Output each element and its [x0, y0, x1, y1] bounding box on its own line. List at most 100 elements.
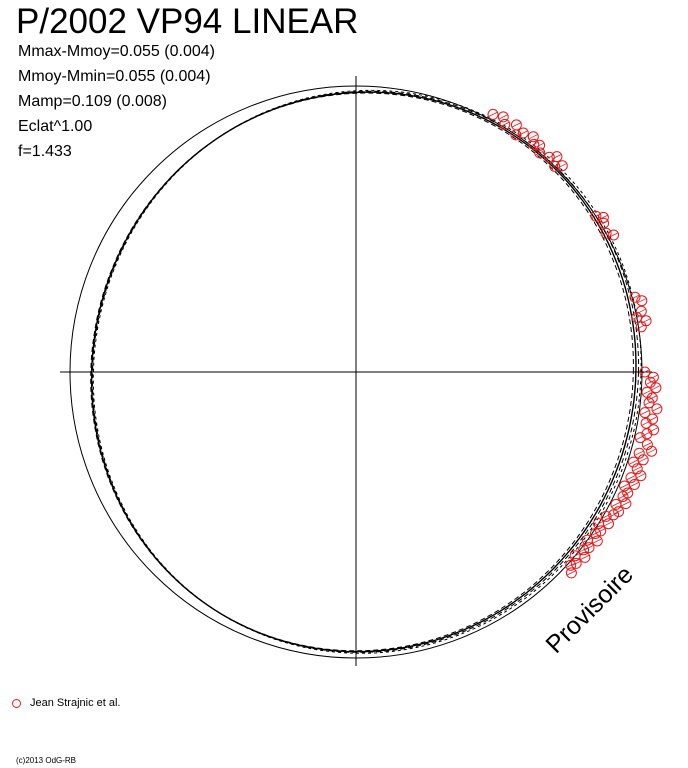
data-point-tick — [594, 521, 603, 526]
stat-mmax-mmoy: Mmax-Mmoy=0.055 (0.004) — [18, 43, 215, 60]
chart-title: P/2002 VP94 LINEAR — [16, 2, 359, 41]
data-point — [497, 111, 509, 123]
data-point-tick — [644, 400, 654, 406]
data-point-tick — [630, 294, 640, 300]
data-point — [598, 217, 610, 229]
data-point — [633, 447, 645, 459]
data-point — [627, 456, 639, 468]
stat-eclat: Eclat^1.00 — [18, 118, 93, 135]
data-point-tick — [648, 395, 657, 401]
data-point-tick — [602, 514, 611, 519]
data-point — [629, 291, 641, 303]
data-point-tick — [500, 122, 509, 127]
data-point — [640, 417, 652, 429]
data-point — [549, 160, 561, 172]
data-point-tick — [640, 410, 650, 415]
data-point-tick — [599, 220, 608, 226]
data-point — [590, 210, 602, 222]
data-point-tick — [637, 324, 646, 330]
data-point-tick — [632, 315, 641, 320]
data-point-tick — [623, 490, 632, 496]
data-point-tick — [618, 494, 628, 499]
data-point-tick — [566, 562, 575, 568]
data-point — [597, 211, 609, 223]
data-point-tick — [614, 509, 623, 514]
data-point — [641, 428, 653, 440]
data-point — [600, 510, 612, 522]
data-point-tick — [649, 374, 658, 380]
data-point — [636, 295, 648, 307]
data-point — [527, 131, 539, 143]
data-point — [569, 550, 581, 562]
data-point — [634, 432, 646, 444]
data-point — [499, 118, 511, 130]
stats-block: Mmax-Mmoy=0.055 (0.004) Mmoy-Mmin=0.055 … — [18, 42, 215, 167]
data-point — [534, 139, 546, 151]
data-point — [639, 366, 651, 378]
data-point-tick — [651, 385, 661, 391]
data-point — [641, 439, 653, 451]
data-point — [487, 108, 499, 120]
data-point-tick — [583, 537, 592, 543]
data-point — [595, 525, 607, 537]
data-point — [647, 413, 659, 425]
data-point — [643, 397, 655, 409]
data-point-tick — [633, 466, 642, 472]
data-point-tick — [570, 553, 580, 559]
stat-frequency: f=1.433 — [18, 143, 72, 160]
data-point-tick — [558, 163, 567, 169]
data-point — [590, 528, 601, 539]
stat-mmoy-mmin: Mmoy-Mmin=0.055 (0.004) — [18, 68, 211, 85]
data-point-tick — [643, 442, 652, 447]
data-point — [583, 542, 595, 554]
data-point-tick — [488, 112, 498, 117]
data-point-tick — [535, 150, 544, 156]
observation-points — [487, 108, 663, 579]
legend-label: Jean Strajnic et al. — [30, 697, 121, 709]
data-point-tick — [591, 531, 600, 536]
data-point — [581, 534, 593, 546]
data-point — [648, 424, 660, 436]
data-point-tick — [552, 154, 562, 159]
data-point — [625, 472, 637, 484]
data-point-tick — [499, 114, 508, 120]
model-curve — [92, 89, 642, 654]
data-point — [510, 129, 522, 141]
data-point — [570, 557, 582, 569]
data-point — [650, 382, 662, 394]
data-point — [635, 321, 647, 333]
data-point-tick — [604, 521, 613, 527]
data-point — [593, 518, 604, 530]
data-point-tick — [579, 547, 588, 553]
data-point — [578, 544, 590, 556]
copyright: (c)2013 OdG-RB — [16, 756, 77, 765]
data-point-tick — [620, 483, 629, 489]
data-point-tick — [593, 538, 602, 544]
data-point — [631, 463, 643, 475]
data-point — [617, 491, 629, 502]
data-point — [565, 559, 577, 571]
data-point-tick — [641, 420, 651, 426]
data-point-tick — [621, 501, 631, 506]
data-point-tick — [535, 142, 544, 148]
data-point-tick — [609, 232, 618, 238]
data-point-tick — [639, 457, 648, 463]
data-point-tick — [630, 482, 639, 487]
data-point-tick — [629, 459, 638, 465]
data-point — [651, 403, 663, 415]
data-point-tick — [584, 545, 594, 550]
data-point-tick — [636, 473, 646, 479]
data-point-tick — [626, 475, 636, 480]
model-curve — [91, 90, 640, 653]
data-point-tick — [529, 134, 538, 140]
data-point-tick — [636, 435, 645, 440]
data-point-tick — [642, 389, 652, 395]
data-point-tick — [529, 142, 538, 147]
legend: Jean Strajnic et al. — [12, 697, 121, 709]
data-point — [565, 567, 577, 579]
data-point-tick — [512, 122, 521, 128]
data-point — [646, 445, 658, 457]
stat-mamp: Mamp=0.109 (0.008) — [18, 93, 167, 110]
data-point-tick — [567, 570, 576, 576]
